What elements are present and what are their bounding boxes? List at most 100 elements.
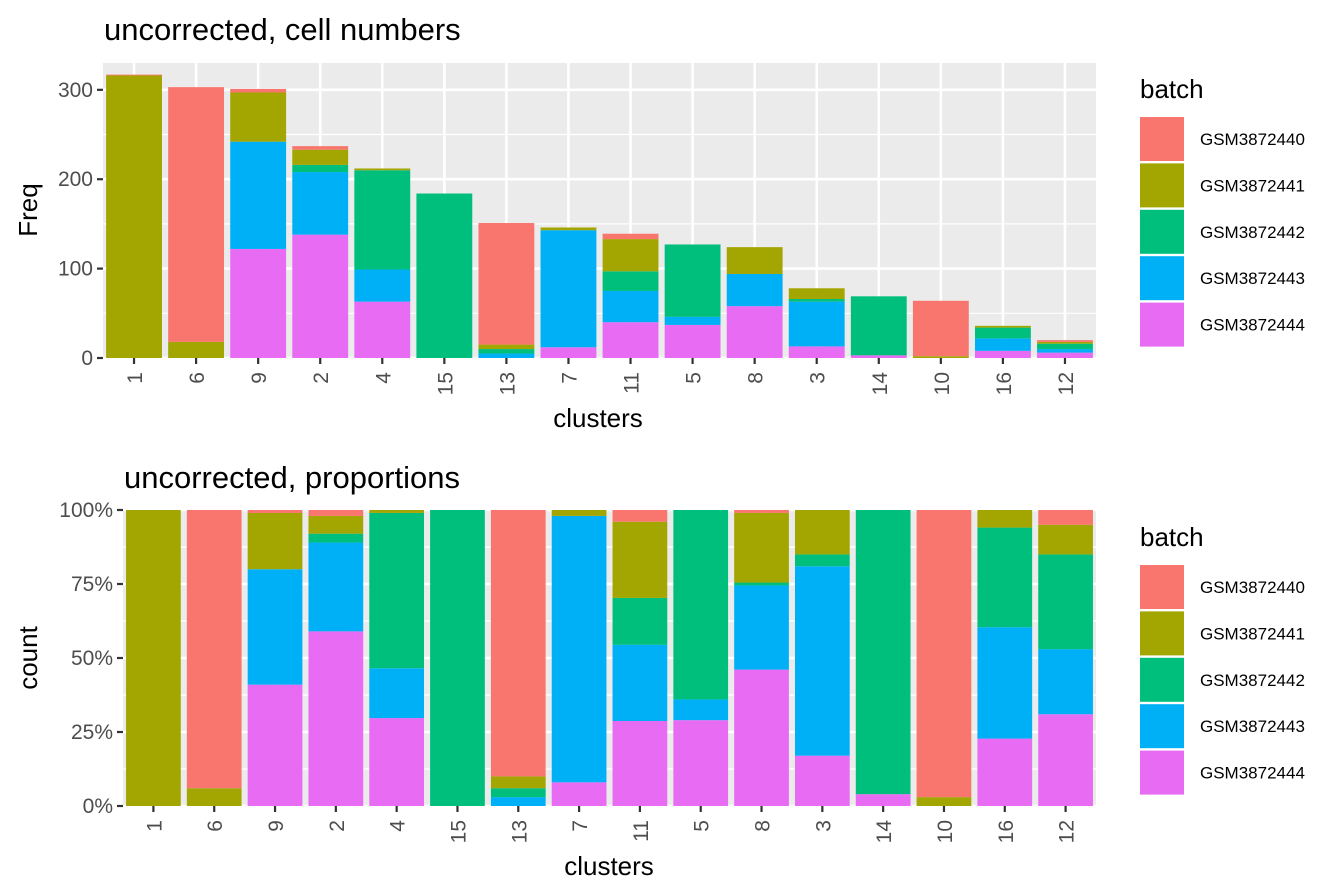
legend-key — [1140, 611, 1184, 656]
bar-segment — [247, 684, 303, 806]
bar-segment — [1038, 554, 1093, 650]
bar-segment — [1038, 524, 1093, 555]
x-tick-label: 11 — [621, 372, 644, 394]
bar-segment — [168, 87, 225, 342]
bar-segment — [369, 718, 425, 806]
bar-segment — [788, 301, 845, 347]
bar-segment — [788, 288, 845, 299]
bar-segment — [855, 510, 911, 795]
x-tick-label: 13 — [508, 820, 531, 843]
legend-key — [1140, 117, 1184, 161]
bar-segment — [478, 223, 535, 345]
bar-segment — [540, 230, 597, 348]
bar-segment — [673, 699, 729, 721]
bar-segment — [1038, 649, 1093, 715]
bar-segment — [106, 74, 162, 76]
bar-segment — [186, 510, 242, 789]
x-tick-label: 10 — [934, 820, 957, 843]
bar-segment — [551, 515, 607, 783]
bar-segment — [292, 234, 349, 358]
legend-label: GSM3872443 — [1200, 717, 1305, 736]
legend-label: GSM3872444 — [1200, 764, 1305, 783]
bar-segment — [551, 510, 607, 516]
bar-segment — [673, 720, 729, 806]
legend-key — [1140, 256, 1184, 301]
x-tick-label: 3 — [807, 372, 830, 384]
y-tick-label: 25% — [71, 721, 113, 744]
x-tick-label: 4 — [372, 372, 395, 384]
legend-label: GSM3872440 — [1200, 578, 1305, 597]
bar-segment — [974, 325, 1031, 328]
chart-title: uncorrected, cell numbers — [104, 12, 461, 47]
y-axis-title: count — [13, 625, 43, 689]
x-tick-label: 6 — [204, 820, 227, 832]
bar-segment — [602, 290, 659, 323]
y-axis: 0% 25% 50% 75% 100% — [59, 499, 123, 818]
bar-segment — [850, 355, 907, 358]
bar-segment — [602, 271, 659, 291]
x-tick-label: 14 — [869, 372, 892, 396]
bar-segment — [540, 227, 597, 231]
legend-title: batch — [1140, 74, 1204, 104]
legend-key — [1140, 704, 1184, 749]
bar-segment — [292, 172, 349, 235]
bar-segment — [734, 512, 789, 583]
x-tick-label: 1 — [143, 820, 166, 832]
bar-segment — [602, 239, 659, 272]
legend-key — [1140, 565, 1184, 609]
bar-segment — [354, 301, 411, 358]
bar-segment — [247, 510, 303, 513]
x-tick-label: 8 — [745, 372, 768, 384]
bar-segment — [977, 527, 1033, 628]
bar-segment — [974, 327, 1031, 339]
y-axis: 0 100 200 300 — [58, 79, 103, 370]
bar-segment — [308, 510, 364, 516]
y-tick-label: 0 — [81, 347, 93, 370]
bar-segment — [416, 193, 473, 358]
x-tick-label: 14 — [873, 820, 896, 844]
y-tick-label: 0% — [83, 795, 113, 818]
bar-segment — [1037, 341, 1093, 344]
bar-segment — [230, 88, 287, 93]
legend-key — [1140, 302, 1184, 347]
chart-proportions: uncorrected, proportions 0%25%50%75%100%… — [13, 460, 1305, 881]
bar-segment — [126, 510, 181, 806]
bar-segment — [612, 510, 668, 522]
bar-segment — [974, 350, 1031, 358]
legend-label: GSM3872443 — [1200, 269, 1305, 288]
legend-label: GSM3872442 — [1200, 671, 1305, 690]
y-tick-label: 300 — [58, 79, 93, 102]
bar-segment — [1037, 352, 1093, 358]
x-tick-label: 5 — [683, 372, 706, 384]
bar-segment — [734, 582, 789, 586]
bar-segment — [1038, 714, 1093, 806]
bar-segment — [664, 316, 721, 325]
bar-segment — [912, 356, 969, 358]
bars — [126, 510, 1093, 806]
bar-segment — [664, 244, 721, 317]
bar-segment — [602, 233, 659, 240]
bar-segment — [308, 631, 364, 806]
bar-segment — [430, 510, 485, 806]
legend-label: GSM3872441 — [1200, 624, 1305, 643]
bar-segment — [855, 794, 911, 806]
bar-segment — [369, 512, 425, 669]
bar-segment — [308, 515, 364, 534]
x-tick-label: 10 — [931, 372, 954, 395]
bar-segment — [478, 344, 535, 350]
legend: batch GSM3872440 GSM3872441 GSM3872442 GSM3… — [1140, 522, 1305, 795]
bar-segment — [916, 797, 972, 806]
bar-segment — [977, 510, 1033, 528]
bar-segment — [369, 510, 425, 513]
bar-segment — [794, 755, 850, 806]
bar-segment — [230, 248, 287, 358]
y-axis-title: Freq — [13, 183, 43, 236]
bar-segment — [794, 554, 850, 567]
x-tick-label: 13 — [496, 372, 519, 395]
x-axis-title: clusters — [564, 851, 654, 881]
x-tick-label: 2 — [310, 372, 333, 384]
legend-title: batch — [1140, 522, 1204, 552]
bar-segment — [292, 146, 349, 150]
bar-segment — [974, 338, 1031, 351]
